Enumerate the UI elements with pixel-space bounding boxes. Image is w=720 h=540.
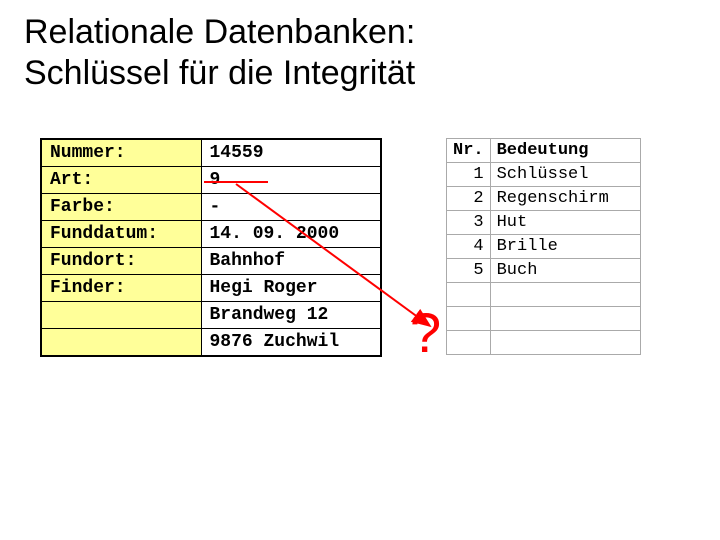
field-label: Fundort: — [41, 248, 201, 275]
lookup-header-bedeutung: Bedeutung — [490, 139, 640, 163]
lookup-table: Nr. Bedeutung 1 Schlüssel 2 Regenschirm … — [446, 138, 641, 355]
lookup-nr: 4 — [447, 235, 491, 259]
field-value: 9876 Zuchwil — [201, 329, 381, 357]
field-value: Hegi Roger — [201, 275, 381, 302]
field-label — [41, 302, 201, 329]
field-value: - — [201, 194, 381, 221]
table-row: Art: 9 — [41, 167, 381, 194]
table-row: Fundort: Bahnhof — [41, 248, 381, 275]
field-value: 9 — [201, 167, 381, 194]
question-mark: ? — [410, 300, 441, 365]
lookup-bedeutung: Buch — [490, 259, 640, 283]
slide-title: Relationale Datenbanken: Schlüssel für d… — [24, 12, 415, 94]
title-line-1: Relationale Datenbanken: — [24, 13, 415, 51]
lookup-nr: 1 — [447, 163, 491, 187]
lookup-bedeutung: Brille — [490, 235, 640, 259]
lookup-row-blank — [447, 331, 641, 355]
field-value: Brandweg 12 — [201, 302, 381, 329]
lookup-table-body: 1 Schlüssel 2 Regenschirm 3 Hut 4 Brille… — [447, 163, 641, 355]
field-value: 14. 09. 2000 — [201, 221, 381, 248]
title-line-2: Schlüssel für die Integrität — [24, 54, 415, 92]
lookup-row: 4 Brille — [447, 235, 641, 259]
field-label: Farbe: — [41, 194, 201, 221]
lookup-row: 1 Schlüssel — [447, 163, 641, 187]
lookup-bedeutung: Regenschirm — [490, 187, 640, 211]
field-value: 14559 — [201, 139, 381, 167]
table-row: Brandweg 12 — [41, 302, 381, 329]
lookup-nr: 3 — [447, 211, 491, 235]
lookup-nr: 2 — [447, 187, 491, 211]
lookup-row: 5 Buch — [447, 259, 641, 283]
lookup-nr: 5 — [447, 259, 491, 283]
lookup-bedeutung: Schlüssel — [490, 163, 640, 187]
lookup-bedeutung: Hut — [490, 211, 640, 235]
field-label: Funddatum: — [41, 221, 201, 248]
field-value: Bahnhof — [201, 248, 381, 275]
table-row: Funddatum: 14. 09. 2000 — [41, 221, 381, 248]
record-table-body: Nummer: 14559 Art: 9 Farbe: - Funddatum:… — [41, 139, 381, 356]
table-row: Farbe: - — [41, 194, 381, 221]
record-table: Nummer: 14559 Art: 9 Farbe: - Funddatum:… — [40, 138, 382, 357]
table-row: 9876 Zuchwil — [41, 329, 381, 357]
table-row: Nummer: 14559 — [41, 139, 381, 167]
lookup-row-blank — [447, 283, 641, 307]
field-label: Finder: — [41, 275, 201, 302]
field-label: Art: — [41, 167, 201, 194]
field-label: Nummer: — [41, 139, 201, 167]
lookup-row: 2 Regenschirm — [447, 187, 641, 211]
lookup-header-nr: Nr. — [447, 139, 491, 163]
field-label — [41, 329, 201, 357]
lookup-row: 3 Hut — [447, 211, 641, 235]
table-row: Finder: Hegi Roger — [41, 275, 381, 302]
lookup-row-blank — [447, 307, 641, 331]
lookup-header-row: Nr. Bedeutung — [447, 139, 641, 163]
